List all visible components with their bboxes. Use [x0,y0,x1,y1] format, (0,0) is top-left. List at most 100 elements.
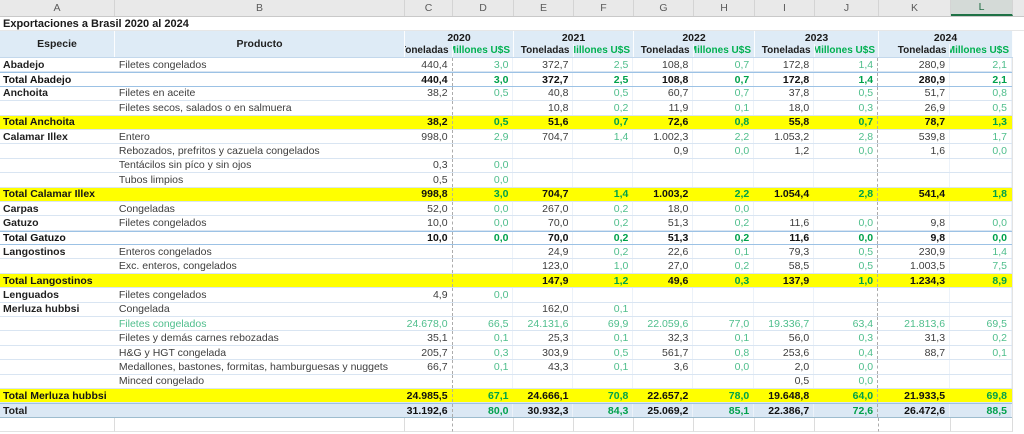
value-cell-J[interactable]: 0,0 [814,216,879,230]
especie-cell[interactable] [0,360,115,373]
value-cell-G[interactable]: 18,0 [633,201,694,216]
producto-cell[interactable]: Filetes en aceite [118,87,196,100]
column-header-D[interactable]: D [453,0,514,16]
value-cell-K[interactable]: 1,6 [878,144,951,158]
value-cell-L[interactable]: 0,0 [950,216,1012,230]
value-cell-D[interactable]: 80,0 [453,404,514,417]
value-cell-D[interactable]: 3,0 [453,58,514,72]
value-cell-F[interactable]: 0,1 [573,331,634,345]
value-cell-E[interactable]: 40,8 [513,86,574,101]
especie-cell[interactable]: Gatuzo [3,216,39,229]
value-cell-H[interactable]: 0,2 [693,259,755,273]
value-cell-D[interactable]: 0,0 [453,231,514,245]
toneladas-label[interactable]: Toneladas [879,44,951,57]
value-cell-J[interactable]: 1,0 [814,273,879,288]
empty-cell[interactable] [574,417,634,432]
value-cell-K[interactable]: 9,8 [878,216,951,230]
value-cell-C[interactable]: 38,2 [405,115,453,129]
value-cell-K[interactable]: 280,9 [878,73,951,86]
value-cell-L[interactable] [950,360,1012,374]
especie-cell[interactable]: Anchoita [3,87,48,100]
value-cell-K[interactable] [878,288,951,302]
value-cell-E[interactable]: 704,7 [513,129,574,144]
value-cell-J[interactable]: 0,0 [814,374,879,388]
value-cell-I[interactable] [754,158,815,173]
value-cell-K[interactable]: 9,8 [878,231,951,245]
empty-cell[interactable] [951,417,1013,432]
value-cell-J[interactable] [814,158,879,173]
value-cell-F[interactable]: 0,2 [573,101,634,115]
value-cell-D[interactable] [453,274,514,287]
value-cell-F[interactable]: 2,5 [573,73,634,86]
producto-cell[interactable]: Filetes congelados [118,317,207,330]
value-cell-I[interactable]: 172,8 [754,73,815,86]
value-cell-F[interactable] [573,144,634,158]
value-cell-C[interactable]: 998,8 [405,187,453,201]
value-cell-D[interactable]: 3,0 [493,188,509,201]
producto-cell[interactable]: Tubos limpios [118,173,184,186]
value-cell-F[interactable]: 1,4 [573,129,634,144]
toneladas-label[interactable]: Toneladas [634,44,694,57]
value-cell-K[interactable] [878,201,951,216]
value-cell-L[interactable]: 2,1 [950,73,1012,86]
value-cell-F[interactable] [573,158,634,173]
value-cell-L[interactable]: 0,0 [950,231,1012,245]
value-cell-C[interactable]: 66,7 [405,360,453,374]
value-cell-L[interactable]: 1,7 [950,129,1012,144]
especie-cell[interactable] [0,317,115,330]
value-cell-H[interactable]: 0,7 [693,86,755,101]
value-cell-I[interactable]: 1,2 [754,144,815,158]
value-cell-K[interactable]: 1.003,5 [878,259,951,273]
value-cell-L[interactable] [950,302,1012,317]
value-cell-I[interactable]: 22.386,7 [754,404,815,417]
value-cell-F[interactable]: 0,7 [613,116,629,129]
value-cell-J[interactable]: 1,4 [814,58,879,72]
title-row[interactable]: Exportaciones a Brasil 2020 al 2024 [0,17,1024,31]
value-cell-K[interactable]: 26.472,6 [878,404,951,417]
value-cell-D[interactable]: 0,5 [493,116,509,129]
value-cell-E[interactable]: 162,0 [513,302,574,317]
value-cell-H[interactable]: 0,2 [693,216,755,230]
value-cell-K[interactable] [878,173,951,187]
value-cell-H[interactable]: 77,0 [693,317,755,331]
value-cell-E[interactable]: 43,3 [513,360,574,374]
value-cell-K[interactable]: 26,9 [878,101,951,115]
value-cell-C[interactable]: 31.192,6 [405,404,453,417]
producto-header-cell[interactable]: Producto [115,31,405,57]
especie-cell[interactable]: Total Abadejo [3,73,72,86]
value-cell-E[interactable] [513,173,574,187]
value-cell-I[interactable]: 37,8 [754,86,815,101]
value-cell-J[interactable]: 0,5 [814,259,879,273]
value-cell-J[interactable]: 2,8 [814,187,879,201]
especie-cell[interactable]: Total Gatuzo [3,231,66,244]
value-cell-D[interactable]: 66,5 [453,317,514,331]
value-cell-I[interactable]: 2,0 [754,360,815,374]
value-cell-F[interactable]: 2,5 [573,58,634,72]
especie-cell[interactable]: Total Anchoita [3,116,75,129]
empty-cell[interactable] [453,417,514,432]
value-cell-H[interactable]: 0,7 [693,73,755,86]
value-cell-C[interactable] [405,302,453,317]
value-cell-C[interactable]: 4,9 [405,288,453,302]
value-cell-G[interactable]: 1.003,2 [653,188,689,201]
producto-cell[interactable]: Filetes secos, salados o en salmuera [118,101,292,114]
value-cell-H[interactable]: 0,0 [693,360,755,374]
value-cell-J[interactable]: 0,3 [814,331,879,345]
producto-cell[interactable] [115,188,405,201]
value-cell-G[interactable]: 22.657,2 [647,389,689,402]
value-cell-D[interactable]: 3,0 [453,73,514,86]
value-cell-F[interactable]: 1,0 [573,259,634,273]
value-cell-G[interactable]: 25.069,2 [633,404,694,417]
value-cell-F[interactable] [573,173,634,187]
value-cell-G[interactable] [633,288,694,302]
producto-cell[interactable]: Filetes congelados [118,288,207,301]
value-cell-L[interactable]: 0,8 [950,86,1012,101]
value-cell-L[interactable] [950,158,1012,173]
millones-label[interactable]: Millones U$S [814,45,875,56]
empty-cell[interactable] [694,417,755,432]
value-cell-L[interactable]: 1,8 [992,188,1007,201]
toneladas-label[interactable]: Toneladas [514,44,574,57]
empty-cell[interactable] [755,417,815,432]
column-header-G[interactable]: G [634,0,694,16]
column-header-I[interactable]: I [755,0,815,16]
